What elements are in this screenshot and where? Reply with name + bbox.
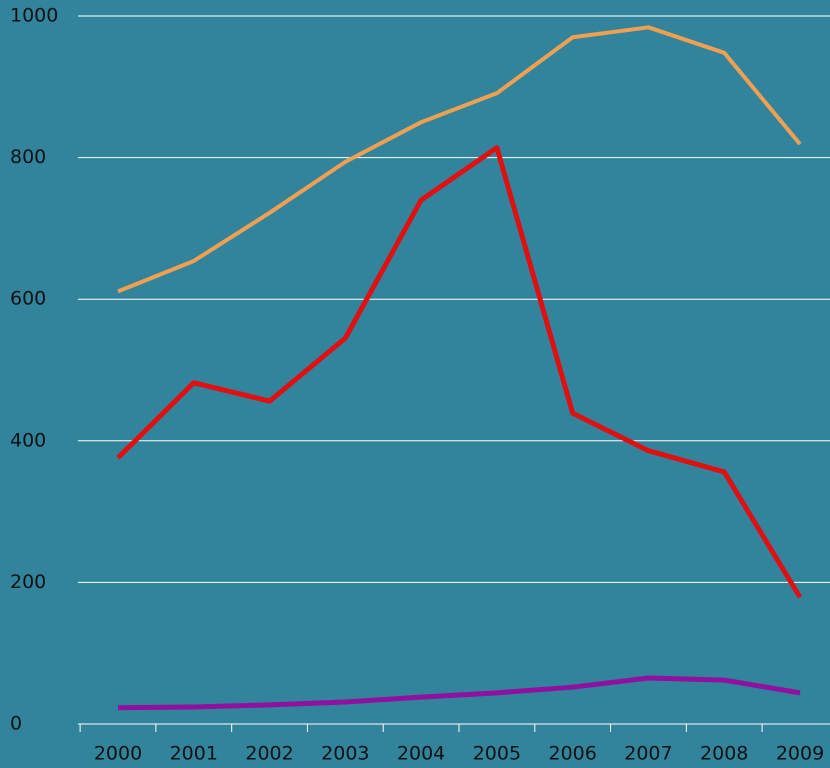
x-tick-label: 2002 <box>245 743 293 765</box>
x-tick-label: 2006 <box>548 743 596 765</box>
line-series <box>117 675 801 711</box>
x-tick-label: 2000 <box>94 743 142 765</box>
y-tick-label: 400 <box>10 429 46 451</box>
y-tick-label: 1000 <box>10 5 58 27</box>
x-tick-label: 2005 <box>473 743 521 765</box>
x-tick-label: 2003 <box>321 743 369 765</box>
y-tick-label: 200 <box>10 571 46 593</box>
y-tick-label: 800 <box>10 146 46 168</box>
y-tick-label: 600 <box>10 288 46 310</box>
x-tick-label: 2001 <box>170 743 218 765</box>
x-tick-label: 2007 <box>624 743 672 765</box>
x-tick-label: 2008 <box>700 743 748 765</box>
line-series <box>116 145 803 599</box>
y-tick-label: 0 <box>10 713 22 735</box>
x-tick-label: 2009 <box>776 743 824 765</box>
line-series <box>117 25 802 294</box>
x-tick-label: 2004 <box>397 743 445 765</box>
